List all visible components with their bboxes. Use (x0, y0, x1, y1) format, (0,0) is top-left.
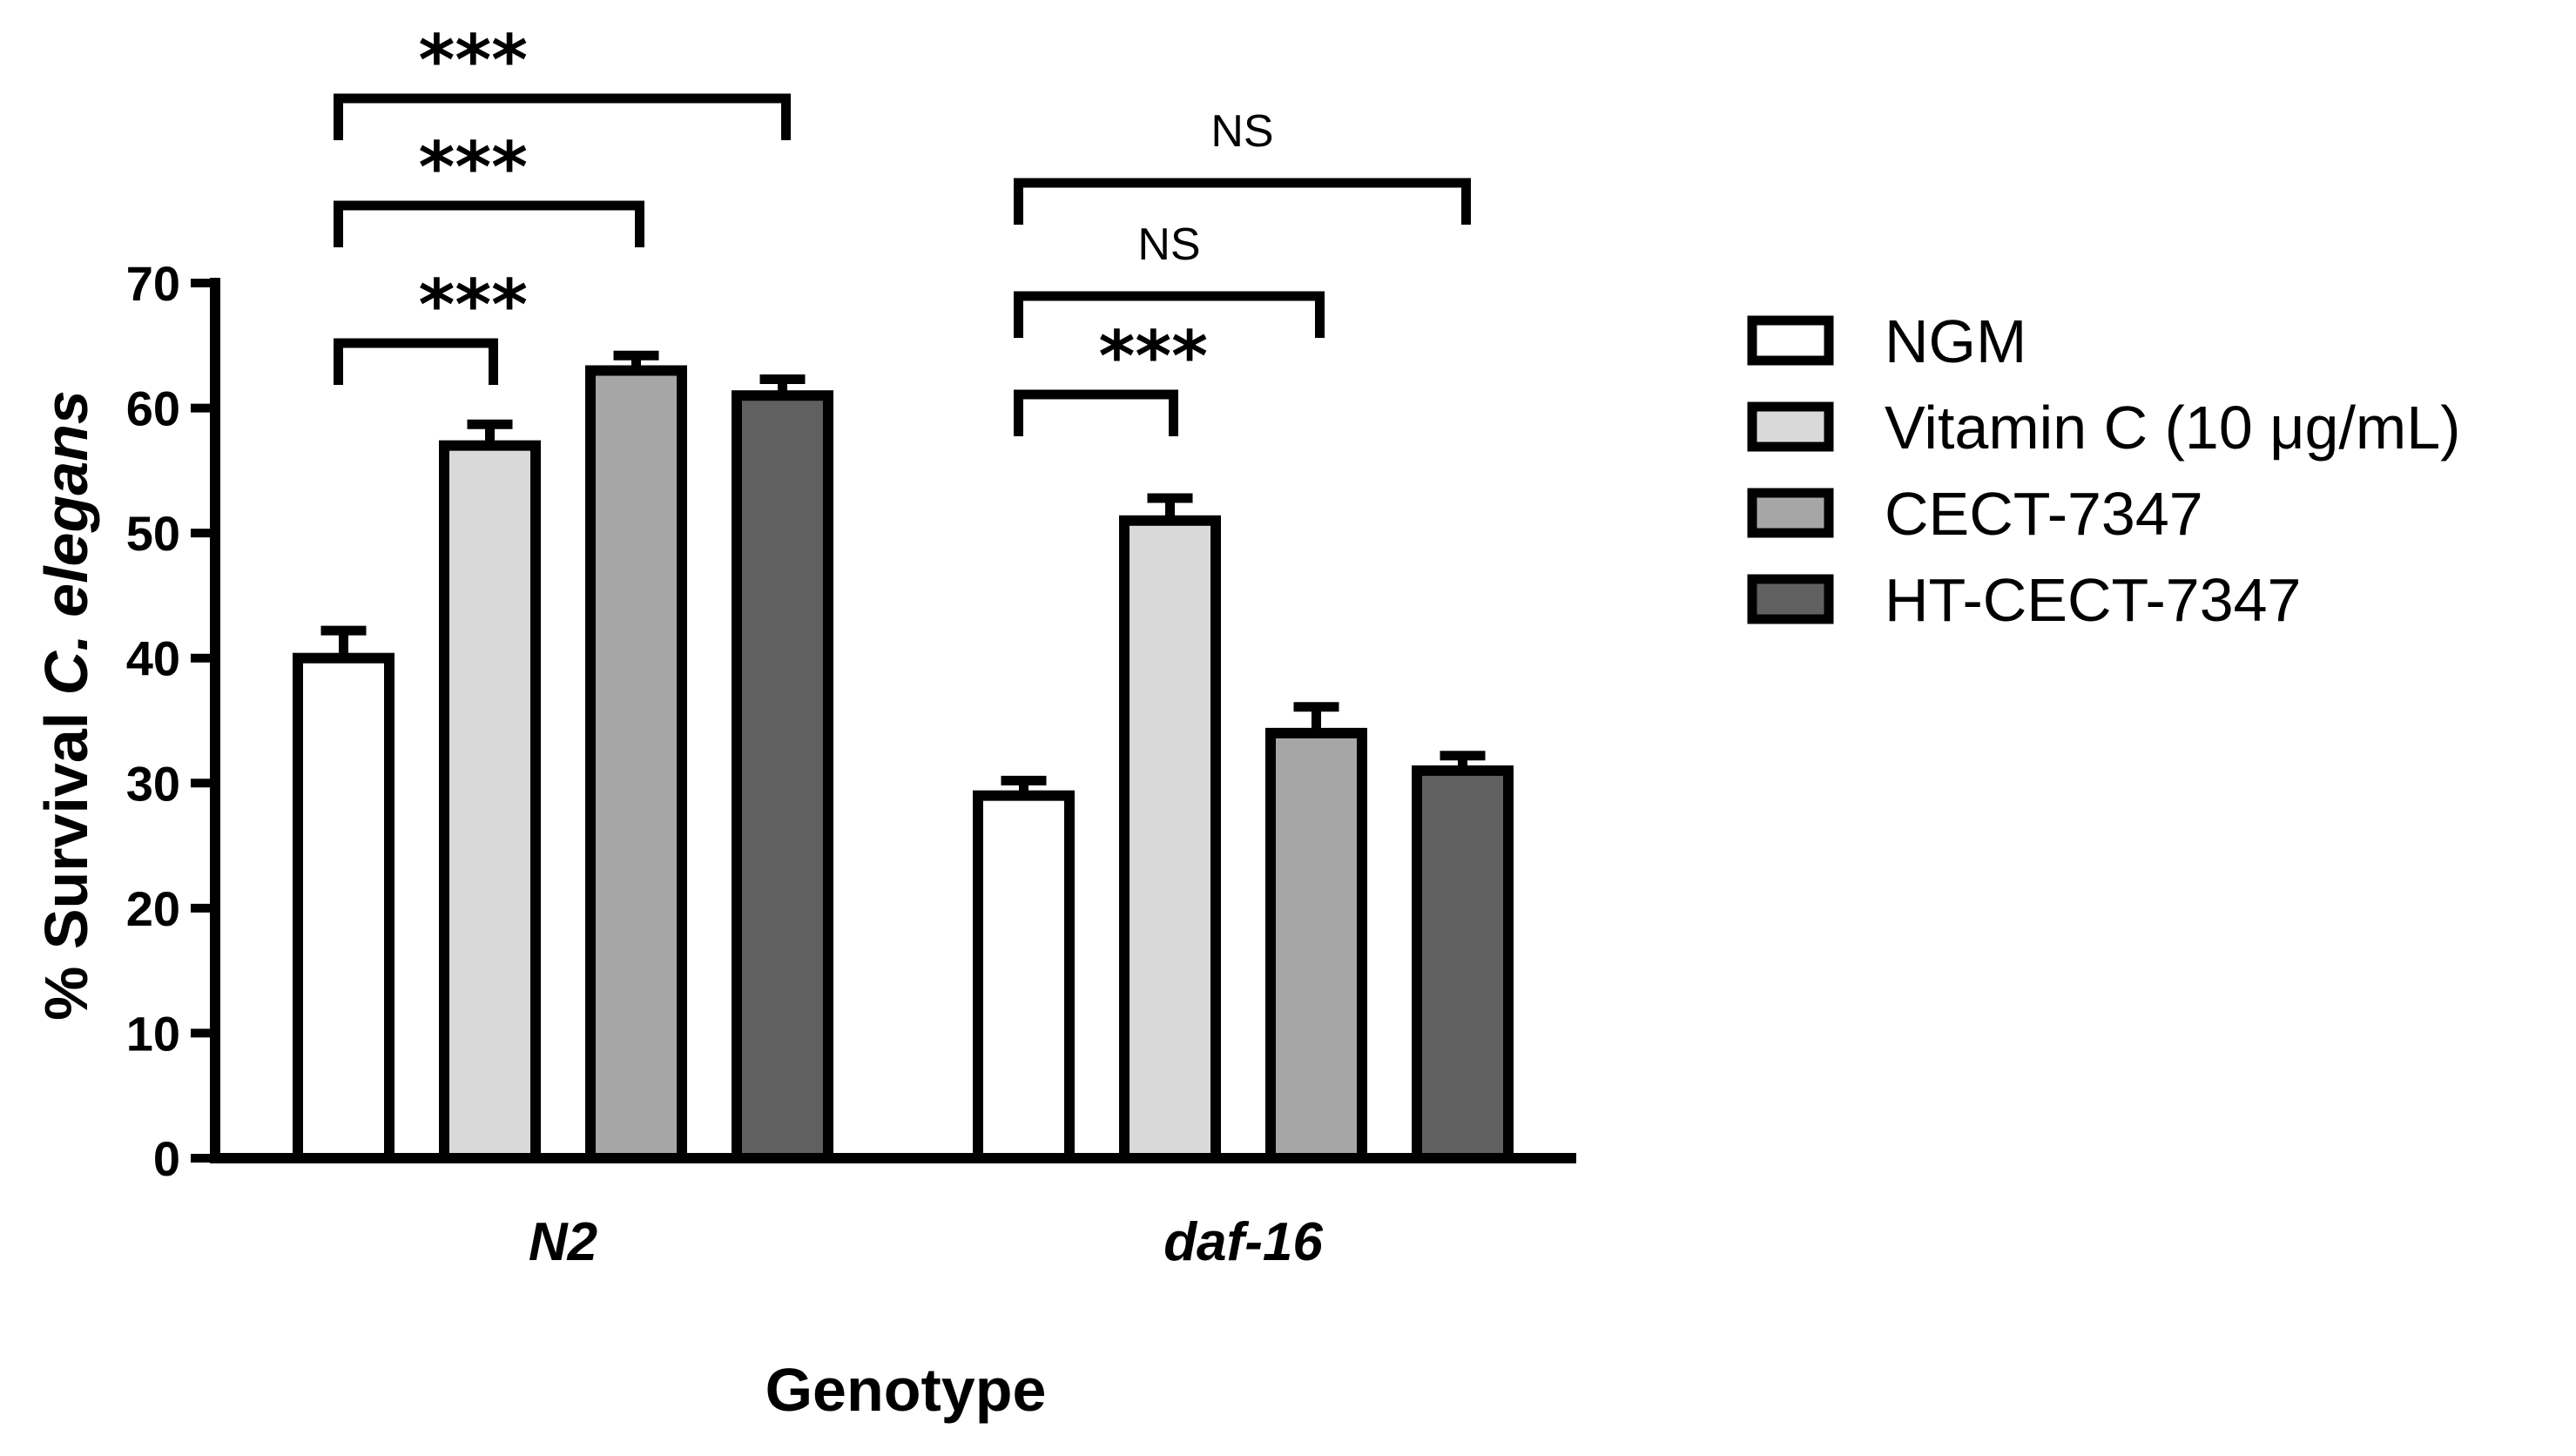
significance-bracket (334, 93, 791, 140)
bar (439, 440, 541, 1163)
y-tick-label: 10 (126, 1006, 180, 1061)
legend-swatch (1747, 401, 1834, 452)
bar (732, 390, 833, 1163)
legend: NGM Vitamin C (10 μg/mL) CECT-7347 HT-CECT-… (1747, 307, 2460, 634)
significance-label: *** (419, 20, 529, 101)
significance-label: NS (1210, 106, 1273, 157)
bar (973, 790, 1075, 1164)
y-axis-title: % Survival C. elegans (32, 390, 100, 1021)
significance-bracket (334, 200, 644, 247)
legend-label: CECT-7347 (1885, 480, 2203, 548)
significance-label: *** (1099, 316, 1209, 397)
axes: 0 10 20 30 40 50 60 70 N2 daf-16 (126, 256, 1576, 1272)
significance-bracket (1014, 389, 1178, 436)
bars (293, 350, 1514, 1164)
bar (1412, 765, 1514, 1164)
y-tick-label: 30 (126, 756, 180, 811)
legend-swatch (1747, 488, 1834, 538)
bar (1265, 727, 1367, 1163)
category-label: N2 (529, 1212, 597, 1272)
significance-label: NS (1137, 219, 1200, 270)
significance-label: *** (419, 265, 529, 346)
bar (293, 652, 394, 1163)
category-label: daf-16 (1163, 1212, 1323, 1272)
legend-swatch (1747, 574, 1834, 624)
y-tick-label: 60 (126, 381, 180, 436)
x-axis-title: Genotype (765, 1356, 1047, 1424)
bar (585, 365, 687, 1163)
significance-bracket (1014, 178, 1471, 225)
legend-swatch (1747, 315, 1834, 366)
y-tick-label: 50 (126, 506, 180, 561)
legend-label: Vitamin C (10 μg/mL) (1885, 394, 2460, 462)
significance-annotations: *** *** *** *** NS NS (334, 20, 1471, 436)
y-tick-label: 20 (126, 881, 180, 936)
y-tick-label: 0 (153, 1131, 180, 1186)
significance-bracket (334, 338, 498, 385)
y-tick-label: 40 (126, 631, 180, 686)
legend-label: NGM (1885, 307, 2026, 375)
significance-bracket (1014, 291, 1325, 338)
y-tick-label: 70 (126, 256, 180, 311)
legend-label: HT-CECT-7347 (1885, 566, 2301, 634)
significance-label: *** (419, 127, 529, 208)
bar (1119, 515, 1221, 1163)
